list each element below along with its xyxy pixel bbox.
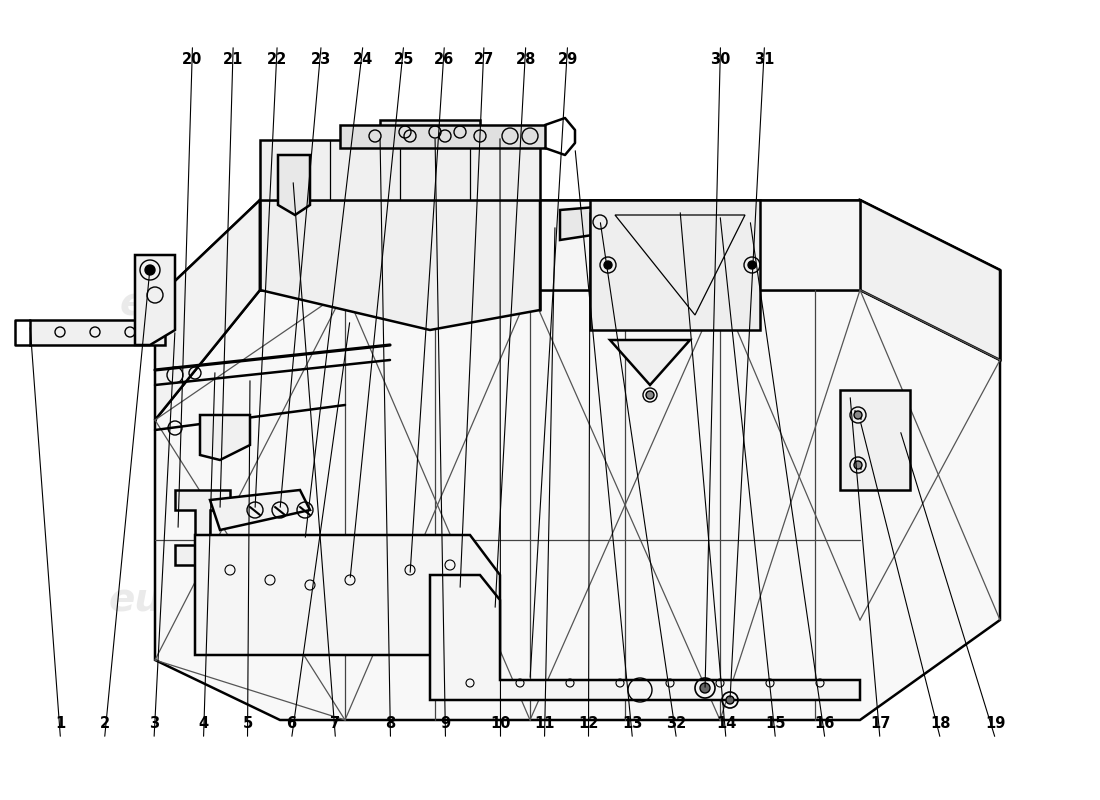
Text: 30: 30	[711, 53, 730, 67]
Polygon shape	[430, 575, 860, 700]
Text: 10: 10	[491, 717, 510, 731]
Text: 12: 12	[579, 717, 598, 731]
Polygon shape	[210, 490, 310, 530]
Text: 3: 3	[148, 717, 159, 731]
Circle shape	[646, 391, 654, 399]
Text: 25: 25	[394, 53, 414, 67]
Polygon shape	[840, 390, 910, 490]
Text: 9: 9	[440, 717, 451, 731]
Circle shape	[700, 683, 710, 693]
Text: 8: 8	[385, 717, 396, 731]
Text: 17: 17	[870, 717, 890, 731]
Text: eurospares: eurospares	[108, 581, 354, 619]
Text: 32: 32	[667, 717, 686, 731]
Polygon shape	[135, 255, 175, 345]
Text: 18: 18	[931, 717, 950, 731]
Text: 5: 5	[242, 717, 253, 731]
Text: 21: 21	[223, 53, 243, 67]
Circle shape	[726, 696, 734, 704]
Text: 2: 2	[99, 717, 110, 731]
Text: 22: 22	[267, 53, 287, 67]
Polygon shape	[860, 200, 1000, 360]
Polygon shape	[155, 200, 260, 420]
Text: 19: 19	[986, 717, 1005, 731]
Polygon shape	[200, 415, 250, 460]
Polygon shape	[340, 125, 544, 148]
Text: 6: 6	[286, 717, 297, 731]
Polygon shape	[379, 120, 480, 145]
Polygon shape	[260, 200, 860, 290]
Text: eurospares: eurospares	[119, 285, 365, 323]
Circle shape	[854, 411, 862, 419]
Polygon shape	[195, 535, 500, 655]
Circle shape	[748, 261, 756, 269]
Text: 13: 13	[623, 717, 642, 731]
Polygon shape	[278, 155, 310, 215]
Text: 24: 24	[353, 53, 373, 67]
Text: 23: 23	[311, 53, 331, 67]
Polygon shape	[590, 200, 760, 330]
Text: 27: 27	[474, 53, 494, 67]
Text: 1: 1	[55, 717, 66, 731]
Polygon shape	[155, 290, 1000, 720]
Text: eurospares: eurospares	[592, 605, 838, 643]
Polygon shape	[560, 205, 625, 240]
Text: 15: 15	[766, 717, 785, 731]
Text: eurospares: eurospares	[592, 285, 838, 323]
Circle shape	[854, 461, 862, 469]
Polygon shape	[175, 490, 230, 565]
Text: 20: 20	[183, 53, 202, 67]
Circle shape	[604, 261, 612, 269]
Polygon shape	[260, 140, 540, 200]
Polygon shape	[30, 320, 165, 345]
Text: 11: 11	[535, 717, 554, 731]
Text: 16: 16	[815, 717, 835, 731]
Text: 29: 29	[558, 53, 578, 67]
Text: 7: 7	[330, 717, 341, 731]
Text: 31: 31	[755, 53, 774, 67]
Text: 4: 4	[198, 717, 209, 731]
Text: 26: 26	[434, 53, 454, 67]
Polygon shape	[610, 340, 690, 385]
Polygon shape	[260, 200, 540, 330]
Text: 28: 28	[516, 53, 536, 67]
Text: 14: 14	[716, 717, 736, 731]
Circle shape	[145, 265, 155, 275]
